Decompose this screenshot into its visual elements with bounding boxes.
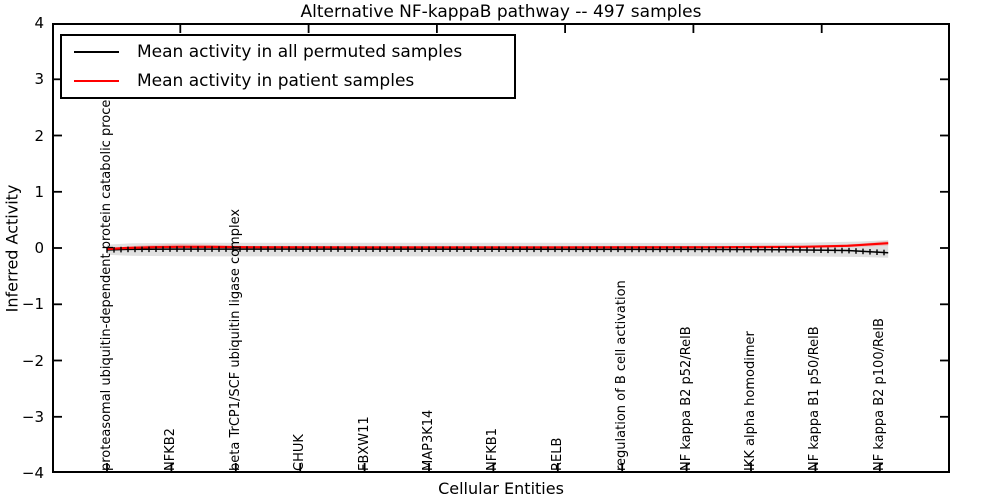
axis-ticks — [52, 23, 950, 473]
y-tick-label: −3 — [21, 407, 44, 426]
y-tick-label: 2 — [34, 126, 44, 145]
x-tick-label: IKK alpha homodimer — [743, 331, 758, 471]
legend-entry-permuted: Mean activity in all permuted samples — [74, 38, 514, 66]
x-tick-label: NFKB2 — [163, 428, 179, 471]
x-tick-label: regulation of B cell activation — [614, 280, 630, 471]
x-tick-label: beta TrCP1/SCF ubiquitin ligase complex — [227, 208, 243, 471]
y-tick-label: −4 — [21, 464, 44, 482]
x-tick-label: proteasomal ubiquitin-dependent protein … — [99, 86, 114, 471]
legend: Mean activity in all permuted samples Me… — [60, 34, 516, 99]
x-tick-label: FBXW11 — [356, 416, 372, 471]
chart-title: Alternative NF-kappaB pathway -- 497 sam… — [300, 2, 702, 22]
y-axis-title-wrap: Inferred Activity — [0, 23, 24, 473]
x-tick-label: CHUK — [292, 434, 308, 471]
y-tick-label: −2 — [21, 351, 44, 370]
legend-entry-patient: Mean activity in patient samples — [74, 67, 514, 95]
y-tick-label: 0 — [34, 239, 44, 257]
x-axis-title: Cellular Entities — [438, 479, 564, 498]
y-tick-label: −1 — [21, 295, 44, 314]
x-tick-label: NF kappa B2 p52/RelB — [678, 326, 694, 471]
x-tick-label: RELB — [549, 437, 565, 471]
y-axis-title: Inferred Activity — [2, 184, 22, 312]
y-tick-label: 4 — [34, 14, 44, 32]
legend-line-sample-red — [74, 80, 119, 83]
x-tick-label: NFKB1 — [485, 428, 501, 471]
legend-label-patient: Mean activity in patient samples — [137, 71, 415, 92]
patient-mean-line — [106, 242, 889, 251]
x-tick-label: MAP3K14 — [421, 409, 436, 471]
x-tick-label: NF kappa B2 p100/RelB — [871, 318, 887, 471]
y-tick-label: 1 — [34, 182, 44, 201]
legend-line-sample-black — [74, 50, 119, 53]
permuted-mean-line-markers — [106, 246, 885, 256]
x-tick-label: NF kappa B1 p50/RelB — [807, 326, 823, 471]
legend-label-permuted: Mean activity in all permuted samples — [137, 41, 463, 62]
chart-canvas — [52, 23, 950, 473]
y-tick-label: 3 — [34, 70, 44, 89]
